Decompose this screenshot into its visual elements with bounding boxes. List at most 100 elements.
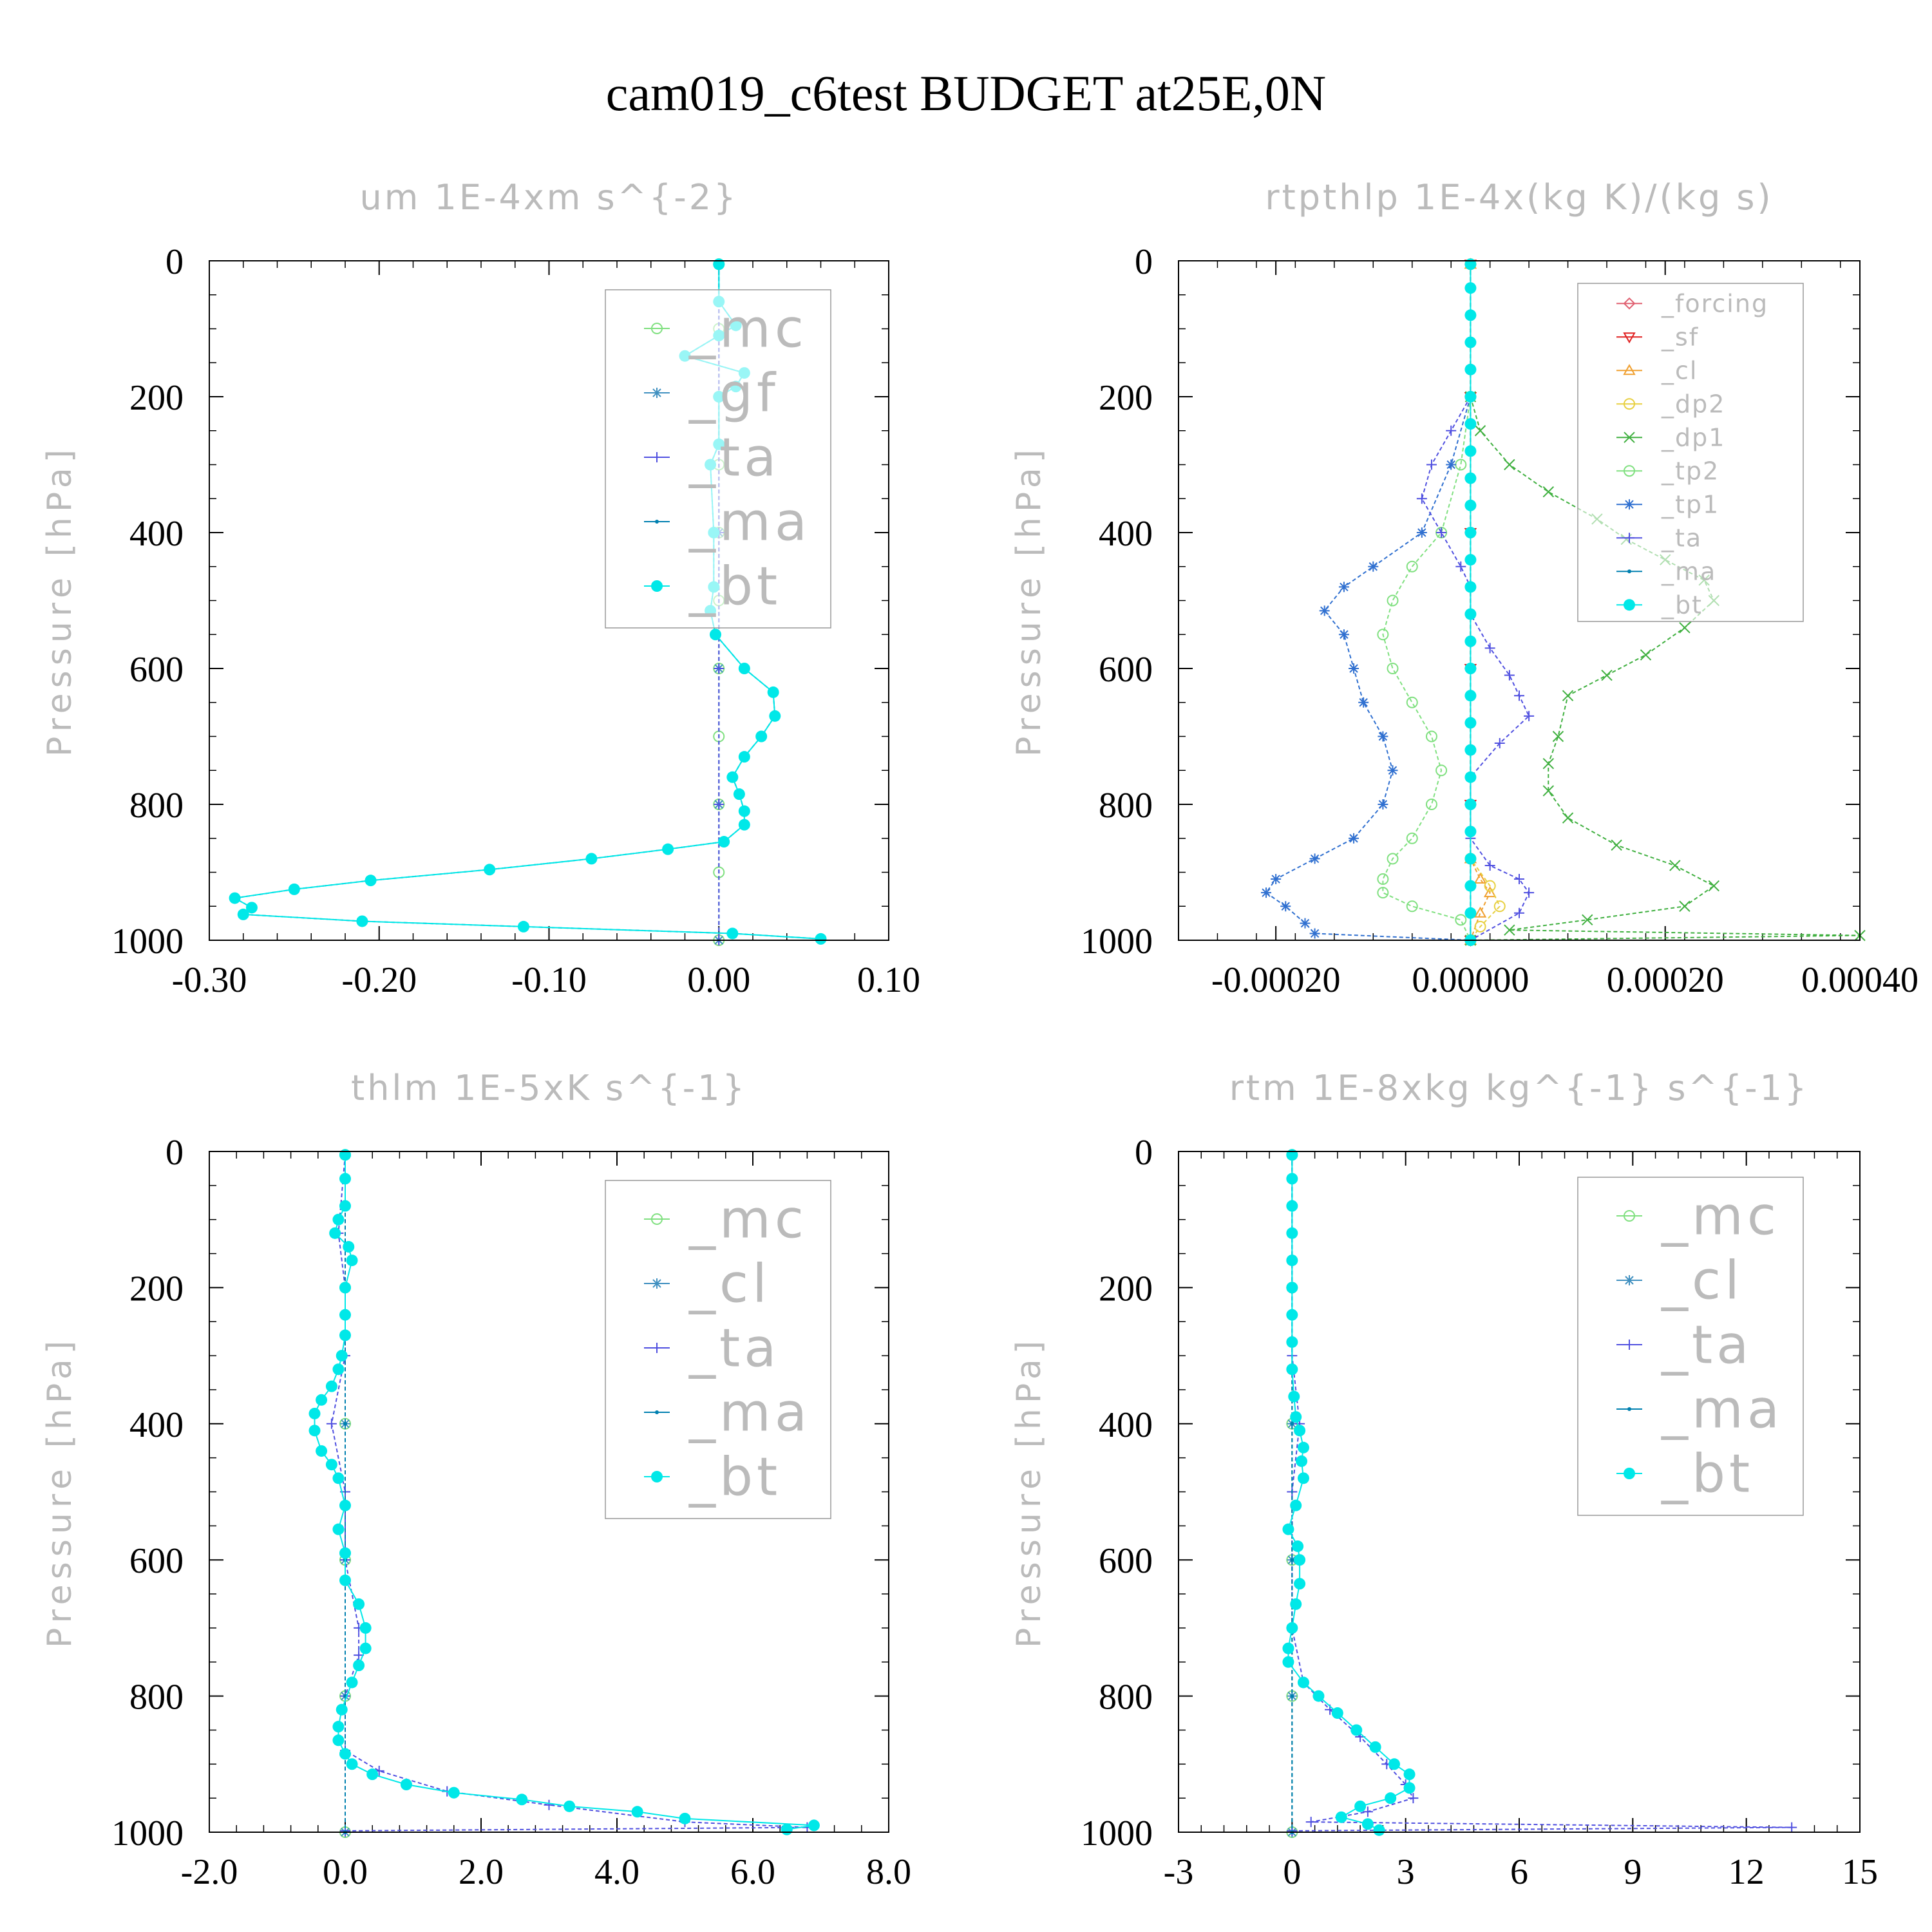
legend-marker — [652, 1343, 662, 1353]
data-point — [1436, 527, 1447, 538]
data-point — [1679, 900, 1690, 912]
data-point — [1552, 730, 1564, 743]
data-point — [516, 1794, 528, 1806]
data-point — [1349, 663, 1359, 674]
data-point — [1286, 1255, 1298, 1267]
data-point — [1708, 880, 1719, 892]
data-point — [1387, 594, 1399, 607]
data-point — [237, 908, 249, 920]
data-point — [1297, 1441, 1309, 1454]
legend-entry: _ma — [644, 492, 807, 553]
x-tick-label: 0.00000 — [1412, 960, 1529, 1000]
data-point — [1296, 1455, 1308, 1467]
data-point — [1640, 649, 1652, 661]
data-point — [339, 1329, 351, 1341]
data-point — [738, 819, 750, 831]
data-point — [1406, 832, 1418, 844]
data-point — [1377, 887, 1389, 899]
series-line — [1470, 264, 1501, 941]
x-tick-label: -0.00020 — [1211, 960, 1341, 1000]
data-point — [1474, 920, 1486, 933]
data-point — [1312, 1690, 1325, 1702]
data-point — [1294, 1578, 1306, 1590]
legend-entry: _bt — [1616, 1444, 1750, 1505]
data-point — [1286, 1200, 1298, 1212]
y-tick-label: 600 — [1099, 650, 1153, 690]
data-point — [1464, 554, 1477, 566]
data-point — [1349, 833, 1359, 844]
data-point — [1464, 418, 1477, 430]
data-point — [1387, 765, 1398, 776]
y-tick-label: 200 — [129, 378, 184, 418]
series-tp1 — [1261, 392, 1476, 945]
data-point — [1368, 561, 1379, 572]
x-tick-label: 0.00 — [687, 960, 750, 1000]
data-point — [1455, 914, 1467, 926]
data-point — [308, 1407, 321, 1419]
data-point — [339, 1282, 351, 1294]
legend-entry: _cl — [644, 1254, 767, 1315]
data-point — [1388, 1758, 1401, 1770]
data-point — [400, 1779, 412, 1791]
y-tick-label: 800 — [129, 786, 184, 826]
legend-marker — [1624, 1210, 1635, 1222]
series-cl — [1464, 258, 1497, 945]
data-point — [1464, 771, 1477, 783]
data-point — [1290, 1558, 1294, 1562]
data-point — [755, 730, 768, 743]
legend-entry: _ta — [644, 1318, 780, 1379]
data-point — [1464, 336, 1477, 348]
data-point — [1286, 1622, 1298, 1634]
series-tp2 — [1377, 391, 1477, 946]
data-point — [353, 1598, 365, 1610]
data-point — [1261, 887, 1272, 898]
legend-box — [1577, 283, 1804, 622]
legend-marker — [1623, 364, 1636, 375]
y-tick-label: 1000 — [1081, 922, 1153, 961]
legend-label: _sf — [1661, 323, 1699, 352]
data-point — [1464, 907, 1477, 919]
x-tick-label: 15 — [1842, 1852, 1878, 1892]
data-point — [343, 1240, 355, 1253]
legend-box — [605, 1180, 831, 1519]
data-point — [1362, 1806, 1373, 1817]
legend-entry: _mc — [1616, 1186, 1776, 1247]
y-tick-label: 600 — [129, 650, 184, 690]
data-point — [1464, 282, 1477, 294]
chart-panel-1: 0 200 400 600 800 1000-0.30 -0.20 -0.10 0.00 0.10… — [41, 177, 920, 1000]
plot-frame — [1178, 1151, 1861, 1833]
y-tick-label: 200 — [129, 1269, 184, 1309]
data-point — [1378, 731, 1388, 742]
data-point — [1282, 1656, 1294, 1668]
data-point — [332, 1472, 345, 1484]
data-point — [484, 864, 496, 876]
data-point — [1464, 581, 1477, 593]
legend-entry: _cl — [1616, 1251, 1739, 1312]
y-tick-label: 800 — [1099, 786, 1153, 826]
x-tick-label: 12 — [1728, 1852, 1765, 1892]
y-tick-label: 0 — [166, 1133, 184, 1173]
data-point — [1542, 785, 1555, 797]
y-tick-label: 1000 — [111, 922, 184, 961]
legend-label: _ta — [688, 1318, 780, 1379]
legend: _mc_cl_ta_ma_bt — [605, 1180, 831, 1519]
legend: _mc_gf_ta_ma_bt — [605, 289, 831, 629]
data-point — [1378, 799, 1388, 810]
plot-frame — [209, 260, 889, 941]
legend-label: _ta — [1661, 1315, 1752, 1376]
data-point — [1679, 621, 1690, 634]
data-point — [1286, 1149, 1298, 1161]
legend-marker — [651, 580, 663, 592]
legend-marker — [651, 323, 663, 334]
data-point — [1286, 1173, 1298, 1185]
data-point — [564, 1800, 576, 1812]
data-point — [769, 710, 781, 722]
series-bt — [1282, 1149, 1416, 1836]
data-point — [1524, 710, 1535, 721]
legend-entry: _ma — [644, 1383, 807, 1444]
data-point — [1286, 1309, 1298, 1321]
legend-entry: _dp2 — [1616, 390, 1724, 419]
data-point — [1464, 472, 1477, 484]
data-point — [1338, 582, 1349, 592]
data-point — [738, 805, 750, 817]
